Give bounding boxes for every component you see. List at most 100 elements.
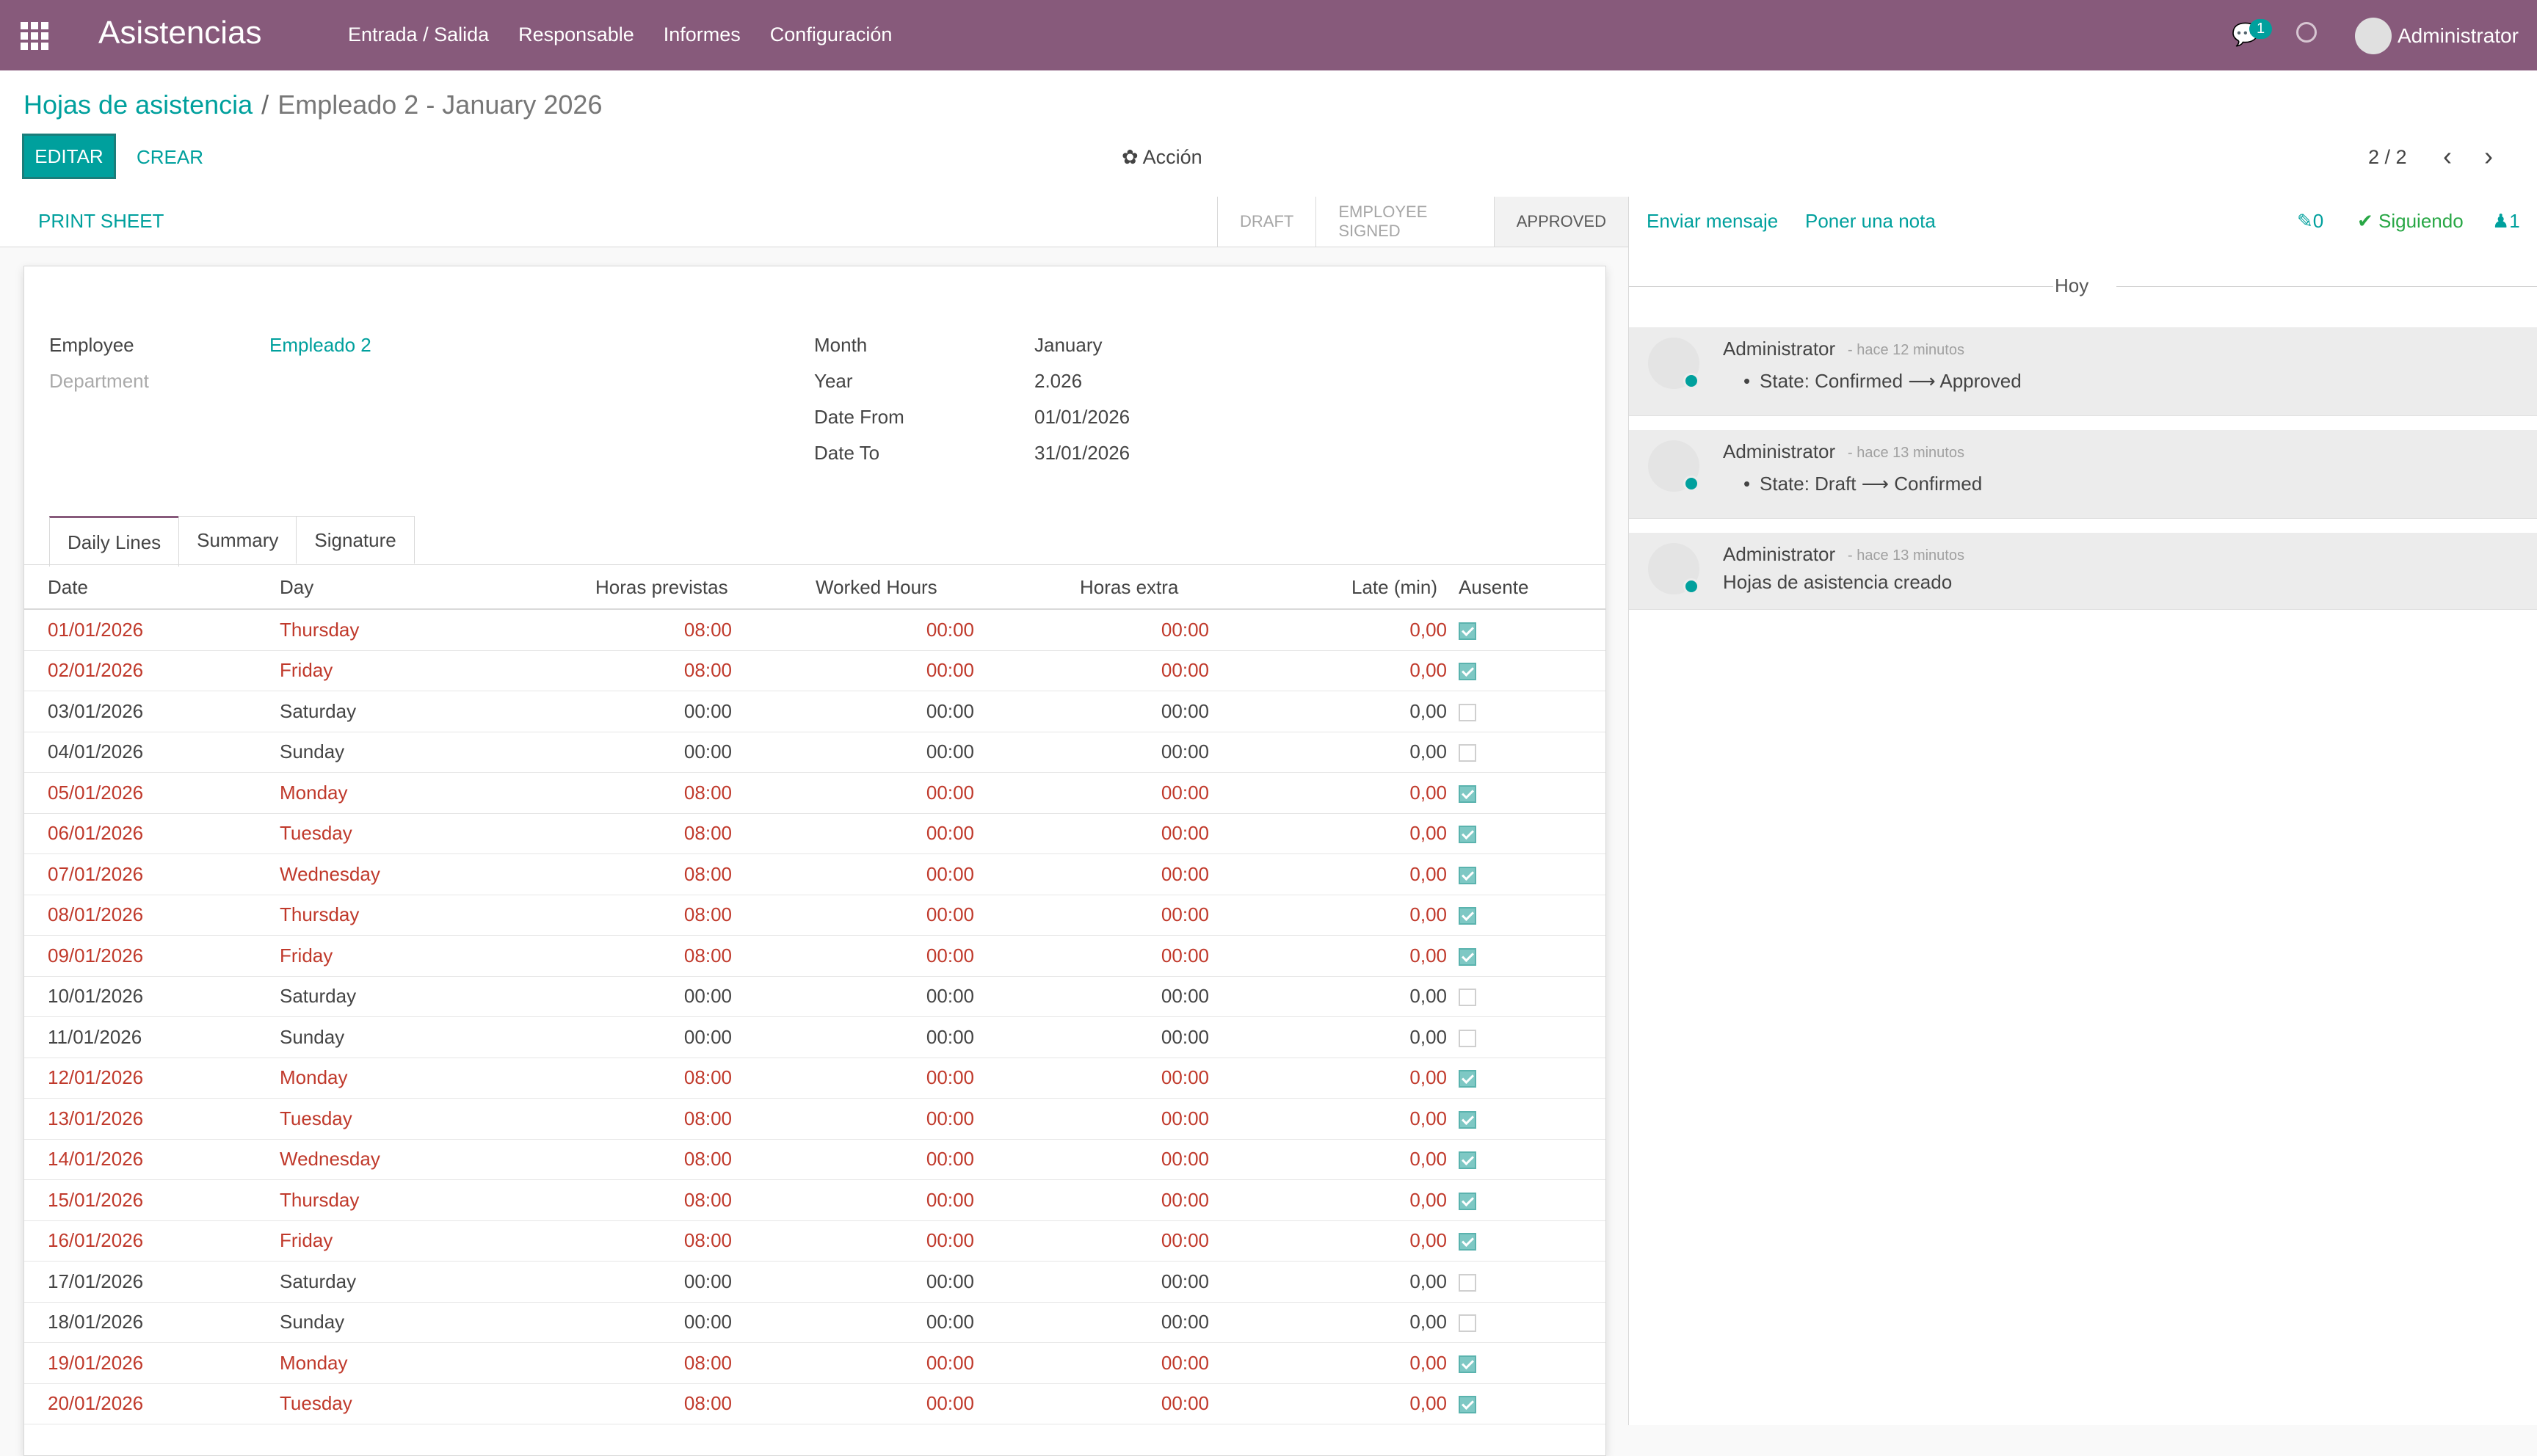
table-row[interactable]: 08/01/2026 Thursday 08:00 00:00 00:00 0,00 [24, 895, 1605, 936]
cell-extra: 00:00 [984, 853, 1212, 895]
stage-approved[interactable]: APPROVED [1493, 197, 1628, 247]
menu-item-entrada-salida[interactable]: Entrada / Salida [348, 23, 490, 46]
table-row[interactable]: 05/01/2026 Monday 08:00 00:00 00:00 0,00 [24, 772, 1605, 814]
ausente-checkbox[interactable] [1459, 907, 1476, 925]
menu-item-configuracion[interactable]: Configuración [769, 23, 893, 46]
col-horas-previstas[interactable]: Horas previstas [500, 566, 742, 610]
table-row[interactable]: 12/01/2026 Monday 08:00 00:00 00:00 0,00 [24, 1058, 1605, 1099]
cell-day: Tuesday [280, 1098, 500, 1140]
table-row[interactable]: 20/01/2026 Tuesday 08:00 00:00 00:00 0,00 [24, 1383, 1605, 1424]
cell-extra: 00:00 [984, 1179, 1212, 1221]
col-day[interactable]: Day [280, 566, 500, 610]
ausente-checkbox[interactable] [1459, 947, 1476, 966]
ausente-checkbox[interactable] [1459, 663, 1476, 681]
followers-counter[interactable]: ♟1 [2492, 210, 2520, 232]
print-sheet-button[interactable]: PRINT SHEET [38, 210, 164, 232]
cell-date: 14/01/2026 [24, 1139, 280, 1180]
ausente-checkbox[interactable] [1459, 989, 1476, 1007]
message-author[interactable]: Administrator [1723, 440, 1836, 462]
action-dropdown[interactable]: ✿ Acción [1122, 146, 1202, 168]
cell-extra: 00:00 [984, 1383, 1212, 1424]
year-value: 2.026 [1034, 370, 1083, 392]
table-row[interactable]: 16/01/2026 Friday 08:00 00:00 00:00 0,00 [24, 1220, 1605, 1262]
table-row[interactable]: 18/01/2026 Sunday 00:00 00:00 00:00 0,00 [24, 1302, 1605, 1343]
col-date[interactable]: Date [24, 566, 280, 610]
cell-extra: 00:00 [984, 976, 1212, 1017]
col-ausente[interactable]: Ausente [1447, 566, 1605, 610]
table-row[interactable]: 15/01/2026 Thursday 08:00 00:00 00:00 0,00 [24, 1179, 1605, 1221]
col-late[interactable]: Late (min) [1212, 566, 1447, 610]
pager-previous-button[interactable]: ‹ [2443, 141, 2452, 171]
author-avatar[interactable] [1648, 338, 1699, 389]
table-row[interactable]: 19/01/2026 Monday 08:00 00:00 00:00 0,00 [24, 1342, 1605, 1384]
cell-day: Wednesday [280, 853, 500, 895]
table-row[interactable]: 13/01/2026 Tuesday 08:00 00:00 00:00 0,00 [24, 1098, 1605, 1140]
tab-summary[interactable]: Summary [178, 516, 297, 564]
attachments-counter[interactable]: ✎0 [2297, 210, 2324, 232]
table-row[interactable]: 03/01/2026 Saturday 00:00 00:00 00:00 0,00 [24, 691, 1605, 732]
pager-value[interactable]: 2 / 2 [2368, 146, 2407, 168]
following-button[interactable]: ✔ Siguiendo [2357, 210, 2464, 232]
employee-value[interactable]: Empleado 2 [269, 334, 371, 356]
ausente-checkbox[interactable] [1459, 866, 1476, 884]
stage-employee-signed[interactable]: EMPLOYEE SIGNED [1315, 197, 1493, 247]
create-button[interactable]: CREAR [137, 146, 204, 168]
message-author[interactable]: Administrator [1723, 543, 1836, 565]
cell-planned: 08:00 [500, 935, 742, 977]
pager-next-button[interactable]: › [2484, 141, 2493, 171]
edit-button[interactable]: EDITAR [22, 134, 116, 179]
author-avatar[interactable] [1648, 440, 1699, 492]
apps-grid-icon[interactable] [21, 22, 48, 50]
cell-worked: 00:00 [742, 772, 984, 814]
cell-extra: 00:00 [984, 1342, 1212, 1384]
user-menu[interactable]: Administrator [2398, 24, 2519, 47]
ausente-checkbox[interactable] [1459, 703, 1476, 721]
table-row[interactable]: 01/01/2026 Thursday 08:00 00:00 00:00 0,00 [24, 609, 1605, 651]
tab-daily-lines[interactable]: Daily Lines [49, 516, 180, 567]
menu-item-informes[interactable]: Informes [663, 23, 741, 46]
ausente-checkbox[interactable] [1459, 1233, 1476, 1251]
col-horas-extra[interactable]: Horas extra [984, 566, 1212, 610]
table-row[interactable]: 11/01/2026 Sunday 00:00 00:00 00:00 0,00 [24, 1016, 1605, 1058]
ausente-checkbox[interactable] [1459, 622, 1476, 640]
send-message-button[interactable]: Enviar mensaje [1647, 210, 1779, 232]
cell-worked: 00:00 [742, 853, 984, 895]
stage-draft[interactable]: DRAFT [1217, 197, 1315, 247]
table-row[interactable]: 04/01/2026 Sunday 00:00 00:00 00:00 0,00 [24, 732, 1605, 773]
log-note-button[interactable]: Poner una nota [1805, 210, 1936, 232]
ausente-checkbox[interactable] [1459, 1396, 1476, 1414]
table-row[interactable]: 02/01/2026 Friday 08:00 00:00 00:00 0,00 [24, 650, 1605, 691]
table-row[interactable]: 10/01/2026 Saturday 00:00 00:00 00:00 0,00 [24, 976, 1605, 1017]
tab-signature[interactable]: Signature [296, 516, 415, 564]
ausente-checkbox[interactable] [1459, 1070, 1476, 1088]
ausente-checkbox[interactable] [1459, 826, 1476, 844]
ausente-checkbox[interactable] [1459, 1192, 1476, 1210]
ausente-checkbox[interactable] [1459, 1110, 1476, 1129]
cell-extra: 00:00 [984, 732, 1212, 773]
table-row[interactable]: 07/01/2026 Wednesday 08:00 00:00 00:00 0,00 [24, 853, 1605, 895]
table-row[interactable]: 14/01/2026 Wednesday 08:00 00:00 00:00 0,00 [24, 1139, 1605, 1180]
col-worked-hours[interactable]: Worked Hours [742, 566, 984, 610]
message-author[interactable]: Administrator [1723, 338, 1836, 360]
cell-planned: 08:00 [500, 813, 742, 854]
breadcrumb-parent[interactable]: Hojas de asistencia [23, 90, 253, 120]
user-avatar[interactable] [2355, 18, 2392, 54]
date-separator-line-left [1629, 286, 2053, 287]
ausente-checkbox[interactable] [1459, 1314, 1476, 1333]
cell-date: 05/01/2026 [24, 772, 280, 814]
date-from-value: 01/01/2026 [1034, 406, 1130, 428]
table-row[interactable]: 09/01/2026 Friday 08:00 00:00 00:00 0,00 [24, 935, 1605, 977]
menu-item-responsable[interactable]: Responsable [518, 23, 634, 46]
author-avatar[interactable] [1648, 543, 1699, 594]
ausente-checkbox[interactable] [1459, 1273, 1476, 1292]
cell-worked: 00:00 [742, 1383, 984, 1424]
activity-clock-icon[interactable] [2296, 22, 2317, 43]
table-row[interactable]: 17/01/2026 Saturday 00:00 00:00 00:00 0,00 [24, 1261, 1605, 1303]
ausente-checkbox[interactable] [1459, 785, 1476, 803]
ausente-checkbox[interactable] [1459, 1151, 1476, 1170]
ausente-checkbox[interactable] [1459, 1355, 1476, 1373]
cell-date: 20/01/2026 [24, 1383, 280, 1424]
ausente-checkbox[interactable] [1459, 1029, 1476, 1047]
ausente-checkbox[interactable] [1459, 744, 1476, 762]
table-row[interactable]: 06/01/2026 Tuesday 08:00 00:00 00:00 0,00 [24, 813, 1605, 854]
